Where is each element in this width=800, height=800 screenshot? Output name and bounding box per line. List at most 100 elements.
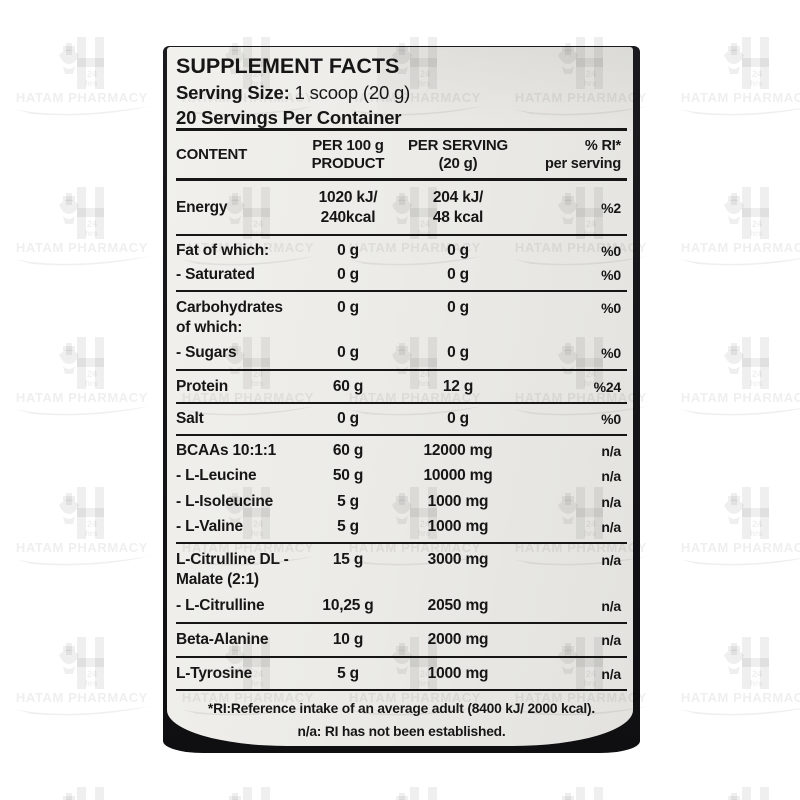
cell-per100: 60 g <box>332 377 364 395</box>
cell-ri: n/a <box>601 468 621 485</box>
nutrient-group: BCAAs 10:1:1 60 g 12000 mg n/a - L-Leucine 50… <box>176 436 627 544</box>
nutrient-group: Salt 0 g 0 g %0 <box>176 404 627 436</box>
watermark-hours-top: 24 <box>752 519 762 529</box>
cell-name: Fat of which: <box>176 241 269 259</box>
watermark-hours-bottom: hrs <box>85 679 98 688</box>
cell-serving: 204 kJ/ 48 kcal <box>432 188 484 226</box>
cell-per100: 0 g <box>337 410 359 427</box>
cell-name: Salt <box>176 410 204 427</box>
watermark-swoosh-icon <box>14 256 150 266</box>
cell-per100: 60 g <box>332 442 364 460</box>
cell-name: BCAAs 10:1:1 <box>176 442 277 460</box>
table-header-row: CONTENT PER 100 g PRODUCT PER SERVING (2… <box>176 131 627 181</box>
cell-per100: 5 g <box>337 517 359 535</box>
cell-per100: 0 g <box>337 266 359 284</box>
watermark-swoosh-icon <box>679 708 800 716</box>
watermark-hours-bottom: hrs <box>85 379 98 388</box>
cell-per100: 5 g <box>337 492 359 510</box>
cell-serving: 1000 mg <box>427 492 489 510</box>
cell-ri: %0 <box>601 299 621 316</box>
cell-serving: 0 g <box>447 266 469 284</box>
column-header-content: CONTENT <box>176 145 248 163</box>
cell-name: - L-Leucine <box>176 467 257 485</box>
cell-serving: 0 g <box>447 344 469 362</box>
cell-per100: 0 g <box>337 298 359 316</box>
cell-serving: 0 g <box>447 410 469 427</box>
nutrient-row: L-Tyrosine 5 g 1000 mg n/a <box>176 664 627 684</box>
cell-ri: %0 <box>601 345 621 362</box>
cell-per100: 15 g <box>332 551 364 568</box>
watermark-brand: HATAM PHARMACY <box>15 90 149 105</box>
nutrient-row: Beta-Alanine 10 g 2000 mg n/a <box>176 630 627 650</box>
watermark-brand: HATAM PHARMACY <box>680 390 800 405</box>
watermark-hours-bottom: hrs <box>750 79 763 88</box>
watermark-hours-bottom: hrs <box>85 229 98 238</box>
panel-title: SUPPLEMENT FACTS <box>176 54 400 78</box>
nutrient-row: - L-Isoleucine 5 g 1000 mg n/a <box>176 492 627 512</box>
cell-per100: 10 g <box>332 631 364 648</box>
cell-per100: 50 g <box>332 467 364 485</box>
cell-per100: 5 g <box>337 664 359 682</box>
cell-serving: 12 g <box>442 377 474 395</box>
cell-serving: 2050 mg <box>427 597 489 614</box>
watermark-hours-bottom: hrs <box>85 529 98 538</box>
watermark-hours-top: 24 <box>87 369 97 379</box>
cell-name: - Sugars <box>176 344 237 362</box>
watermark-swoosh-icon <box>679 408 800 416</box>
cell-serving: 10000 mg <box>423 467 493 485</box>
nutrient-row: Salt 0 g 0 g %0 <box>176 409 627 429</box>
cell-per100: 0 g <box>337 241 359 259</box>
column-header-per-serving: PER SERVING (20 g) <box>407 136 509 172</box>
cell-name: L-Tyrosine <box>176 664 253 682</box>
watermark-swoosh-icon <box>679 108 800 116</box>
watermark-hours-top: 24 <box>87 669 97 679</box>
watermark-hours-top: 24 <box>752 669 762 679</box>
cell-name: - L-Valine <box>176 517 243 535</box>
serving-size-line: Serving Size: 1 scoop (20 g) <box>176 80 627 105</box>
nutrient-group: L-Tyrosine 5 g 1000 mg n/a <box>176 658 627 691</box>
cell-serving: 1000 mg <box>427 517 489 535</box>
nutrient-row: - L-Leucine 50 g 10000 mg n/a <box>176 466 627 486</box>
cell-serving: 0 g <box>447 241 469 259</box>
watermark-hours-top: 24 <box>87 219 97 229</box>
nutrient-row: Fat of which: 0 g 0 g %0 <box>176 241 627 261</box>
watermark-brand: HATAM PHARMACY <box>680 90 800 105</box>
cell-ri: n/a <box>601 598 621 614</box>
cell-name: L-Citrulline DL - Malate (2:1) <box>176 551 289 588</box>
cell-ri: n/a <box>601 493 621 510</box>
cell-name: - L-Citrulline <box>176 597 265 614</box>
column-header-ri: % RI* per serving <box>545 137 621 172</box>
cell-name: Energy <box>176 198 228 216</box>
nutrient-row: BCAAs 10:1:1 60 g 12000 mg n/a <box>176 441 627 461</box>
nutrient-row: - Saturated 0 g 0 g %0 <box>176 265 627 285</box>
nutrient-group: Carbohydrates of which: 0 g 0 g %0 - Sugars 0… <box>176 292 627 371</box>
supplement-facts-panel: SUPPLEMENT FACTS Serving Size: 1 scoop (2… <box>167 47 633 746</box>
cell-serving: 2000 mg <box>427 631 489 648</box>
watermark-swoosh-icon <box>14 556 150 566</box>
watermark-brand: HATAM PHARMACY <box>15 390 149 405</box>
cell-ri: %0 <box>601 242 621 259</box>
watermark-swoosh-icon <box>679 258 800 266</box>
watermark-hours-bottom: hrs <box>750 679 763 688</box>
panel-header: SUPPLEMENT FACTS Serving Size: 1 scoop (2… <box>176 51 627 131</box>
watermark-hours-bottom: hrs <box>85 79 98 88</box>
nutrient-group: Fat of which: 0 g 0 g %0 - Saturated 0 g 0 g %0 <box>176 236 627 292</box>
nutrient-row: Carbohydrates of which: 0 g 0 g %0 <box>176 298 627 338</box>
